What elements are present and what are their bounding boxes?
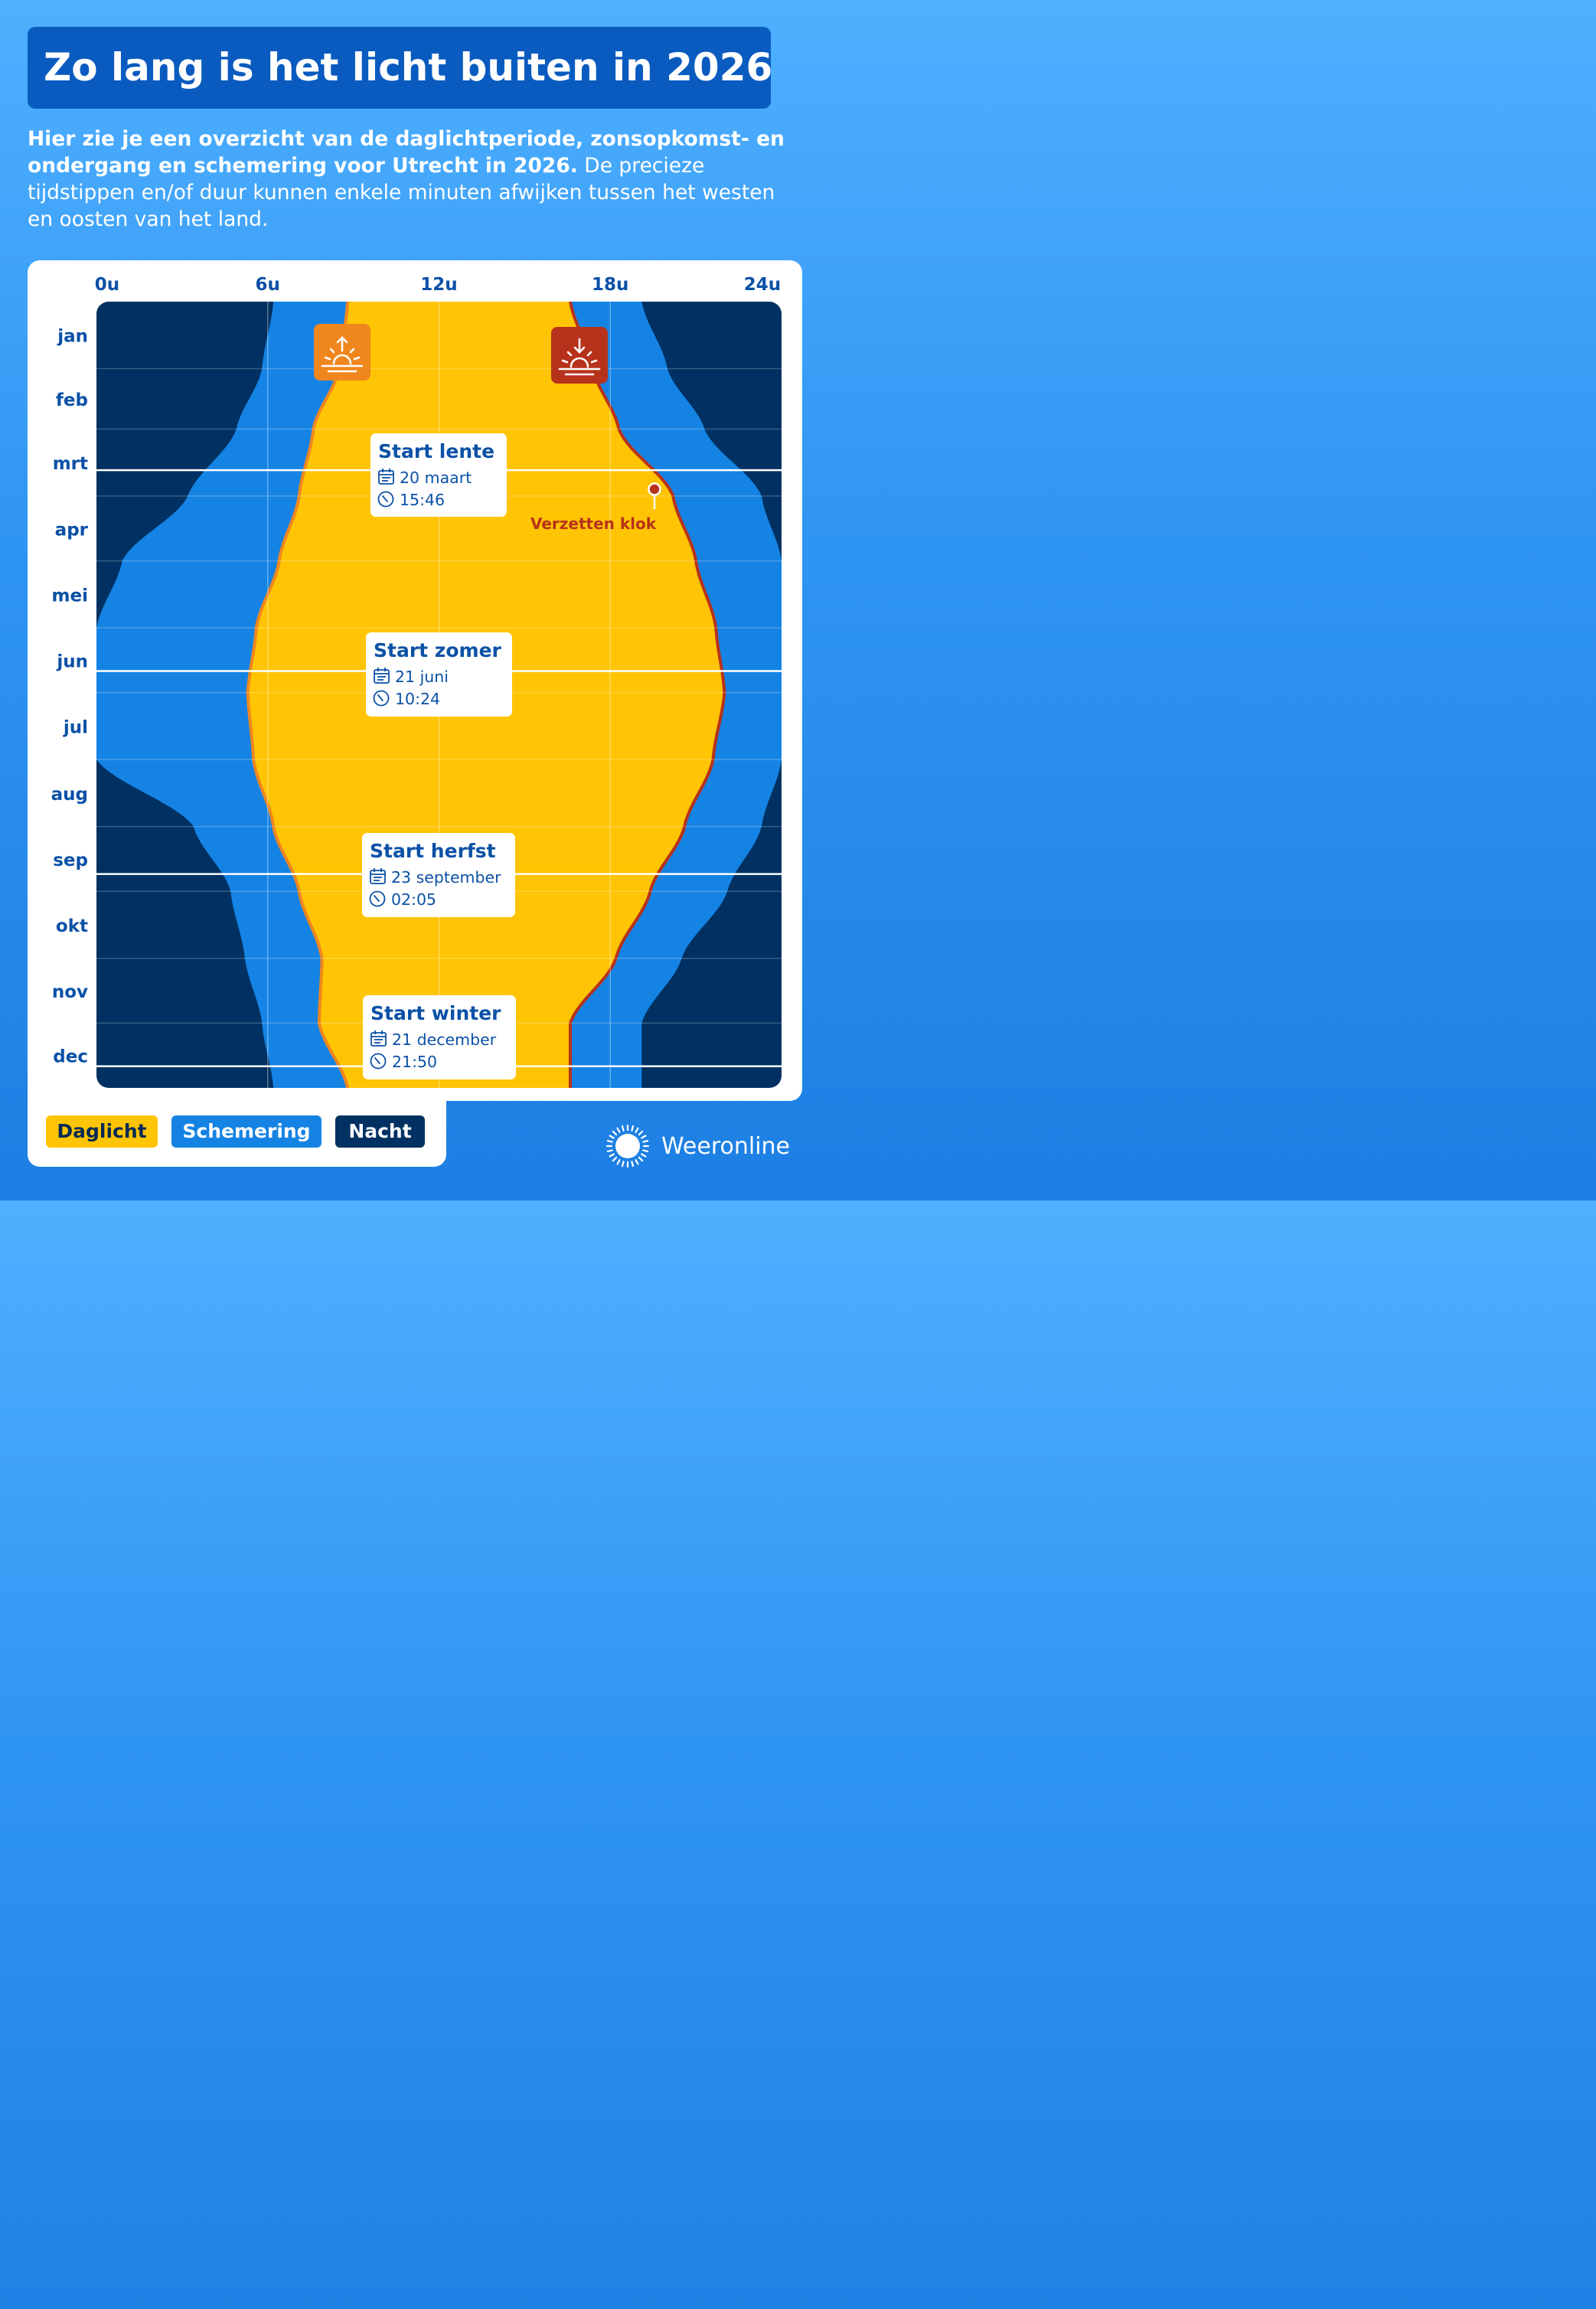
sun-ray xyxy=(621,1161,625,1168)
legend-schemering: Schemering xyxy=(171,1115,321,1148)
clock-icon xyxy=(377,491,394,508)
season-date: 23 september xyxy=(391,868,501,887)
sun-ray xyxy=(621,1125,625,1132)
season-time: 02:05 xyxy=(391,890,436,909)
legend-daglicht: Daglicht xyxy=(46,1115,158,1148)
month-label: okt xyxy=(56,916,88,936)
season-time: 10:24 xyxy=(395,690,440,708)
x-tick-label: 24u xyxy=(744,275,781,295)
calendar-icon xyxy=(370,868,386,884)
month-label: apr xyxy=(55,520,89,540)
sun-ray xyxy=(616,1159,621,1165)
sunset-icon xyxy=(551,327,608,384)
sun-ray xyxy=(631,1161,635,1168)
season-box: Start winter 21 december 21:50 xyxy=(363,995,516,1079)
month-label: mei xyxy=(52,586,88,606)
sun-ray xyxy=(631,1125,635,1132)
sun-ray xyxy=(635,1127,639,1133)
month-label: mrt xyxy=(53,454,88,474)
sun-ray xyxy=(642,1139,649,1143)
season-box: Start zomer 21 juni 10:24 xyxy=(366,632,512,717)
season-date: 21 juni xyxy=(395,668,449,686)
month-label: feb xyxy=(56,390,88,410)
sun-ray xyxy=(609,1153,615,1158)
season-date: 21 december xyxy=(392,1030,497,1049)
page-title: Zo lang is het licht buiten in 2026 xyxy=(44,45,773,90)
season-name: Start zomer xyxy=(374,639,502,661)
clock-icon xyxy=(370,1053,387,1070)
sun-ray xyxy=(612,1156,618,1162)
month-label: aug xyxy=(51,785,88,805)
brand-logo xyxy=(605,1124,650,1168)
sun-ray xyxy=(638,1130,644,1136)
season-name: Start lente xyxy=(378,440,494,462)
sun-ray xyxy=(638,1156,644,1162)
weeronline-sun-icon xyxy=(605,1124,650,1168)
sun-ray xyxy=(606,1149,613,1153)
annotation-label: Verzetten klok xyxy=(530,514,657,533)
season-box: Start herfst 23 september 02:05 xyxy=(362,833,515,917)
axes: 0u 6u 12u 18u 24u jan feb mrt apr mei jun jul aug sep… xyxy=(51,275,782,1067)
intro-bold: Hier zie je een overzicht van de daglich… xyxy=(28,127,785,178)
x-tick-label: 18u xyxy=(592,275,628,295)
intro-text: Hier zie je een overzicht van de daglich… xyxy=(28,126,785,233)
x-tick-label: 0u xyxy=(95,275,119,295)
season-date: 20 maart xyxy=(400,469,472,487)
annotation-pin xyxy=(648,482,661,496)
month-label: nov xyxy=(52,982,88,1002)
brand-name: Weeronline xyxy=(661,1133,791,1160)
sun-ray xyxy=(635,1159,639,1165)
season-name: Start winter xyxy=(370,1002,501,1024)
sun-ray xyxy=(606,1139,613,1143)
month-label: sep xyxy=(53,851,88,870)
season-time: 21:50 xyxy=(392,1053,437,1071)
month-label: jul xyxy=(63,717,88,737)
calendar-icon xyxy=(374,668,390,684)
season-name: Start herfst xyxy=(370,840,496,862)
calendar-icon xyxy=(370,1030,387,1047)
sun-ray xyxy=(609,1135,615,1139)
sunset-line xyxy=(569,302,726,1088)
sunrise-icon xyxy=(314,324,370,380)
month-label: jan xyxy=(57,327,88,347)
daylight-chart: 0u 6u 12u 18u 24u jan feb mrt apr mei jun jul aug sep… xyxy=(51,275,782,1088)
sun-ray xyxy=(612,1130,618,1136)
intro-normal: De precieze tijdstippen en/of duur kunne… xyxy=(28,154,775,231)
sun-ray xyxy=(616,1127,621,1133)
sunrise-line xyxy=(246,302,350,1088)
x-tick-label: 6u xyxy=(256,275,280,295)
x-tick-label: 12u xyxy=(420,275,457,295)
title-banner xyxy=(28,27,771,109)
month-label: dec xyxy=(53,1047,88,1067)
legend-nacht: Nacht xyxy=(335,1115,425,1148)
sun-ray xyxy=(641,1153,647,1158)
sun-ray xyxy=(641,1135,647,1139)
month-label: jun xyxy=(56,652,88,671)
calendar-icon xyxy=(378,469,394,485)
clock-icon xyxy=(373,690,390,707)
sun-ray xyxy=(642,1149,649,1153)
season-time: 15:46 xyxy=(400,491,445,509)
season-box: Start lente 20 maart 15:46 xyxy=(370,433,507,517)
clock-icon xyxy=(369,890,386,907)
